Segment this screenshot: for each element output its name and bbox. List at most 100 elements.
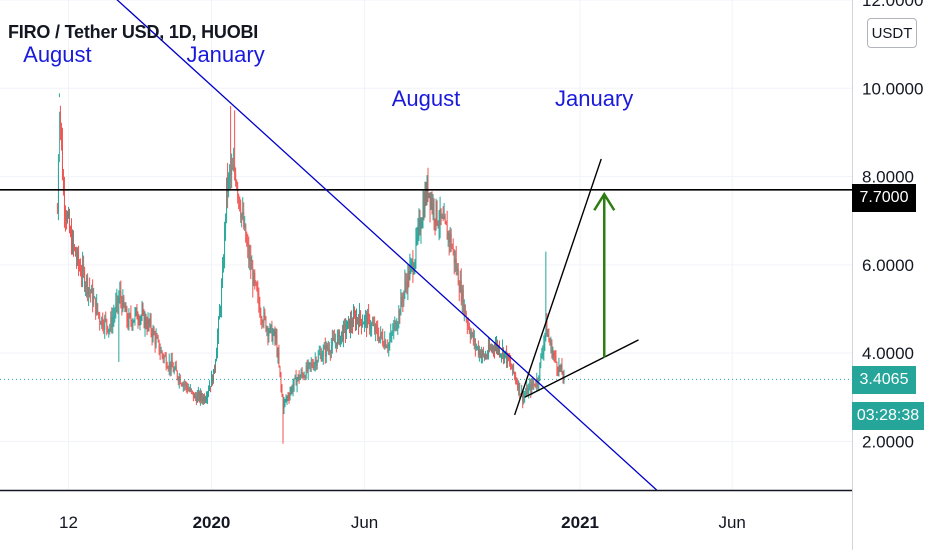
candle-body <box>428 192 430 195</box>
candle-body <box>381 332 383 337</box>
candle-body <box>542 352 544 355</box>
candle-body <box>303 376 305 378</box>
candle-body <box>221 285 223 310</box>
candle-body <box>562 374 564 379</box>
candle-body <box>110 316 112 328</box>
candle-body <box>495 345 496 350</box>
candle-body <box>511 366 513 370</box>
candle-body <box>322 348 324 357</box>
candle-body <box>291 388 293 392</box>
candle-body <box>130 314 132 321</box>
candle-body <box>327 348 329 350</box>
candle-body <box>157 338 159 341</box>
candle-body <box>271 325 273 341</box>
annotation-label: August <box>23 42 92 67</box>
candle-body <box>473 339 475 342</box>
candle-body <box>553 353 555 355</box>
candle-body <box>484 354 485 359</box>
candle-body <box>453 249 455 264</box>
candle-body <box>308 362 310 364</box>
candle-body <box>405 281 407 283</box>
candle-body <box>296 379 298 386</box>
candle-body <box>446 224 448 240</box>
candle-body <box>136 308 138 320</box>
candle-body <box>536 378 538 386</box>
candle-body <box>253 272 255 286</box>
annotation-label: January <box>186 42 264 67</box>
candle-body <box>174 366 176 370</box>
candle-body <box>265 317 267 331</box>
candle-body <box>95 297 97 315</box>
candle-body <box>360 311 361 320</box>
candle-body <box>302 374 304 378</box>
candle-body <box>336 342 337 348</box>
candle-body <box>380 332 382 337</box>
candle-body <box>355 316 356 326</box>
candle-body <box>346 329 347 334</box>
drawings[interactable] <box>0 0 852 491</box>
candle-body <box>123 296 125 306</box>
candle-body <box>552 353 554 357</box>
candle-body <box>471 333 473 335</box>
candle-body <box>563 371 565 379</box>
candle-body <box>502 348 503 355</box>
candle-body <box>494 348 495 350</box>
candle-body <box>559 364 561 369</box>
candle-body <box>324 345 326 357</box>
candle-body <box>515 375 517 381</box>
candle-body <box>549 339 551 345</box>
candle-body <box>259 305 261 317</box>
candle-body <box>201 392 202 399</box>
candle-body <box>273 330 275 335</box>
candle-body <box>513 364 515 373</box>
y-tick-label: 12.0000 <box>862 0 923 10</box>
candle-body <box>180 383 182 385</box>
candle-body <box>364 317 366 324</box>
candle-body <box>421 221 423 228</box>
candle-body <box>468 325 470 333</box>
candle-body <box>114 312 116 316</box>
candle-body <box>433 203 435 220</box>
candle-body <box>93 298 95 305</box>
candle-body <box>404 281 406 292</box>
candle-body <box>294 375 296 379</box>
candle-body <box>268 331 270 337</box>
candle-body <box>344 324 345 325</box>
candle-body <box>131 320 133 326</box>
currency-button[interactable]: USDT <box>867 18 917 48</box>
candle-body <box>99 315 101 323</box>
candle-body <box>445 221 447 225</box>
candle-body <box>550 342 552 345</box>
candle-body <box>415 237 417 261</box>
candle-body <box>556 362 558 370</box>
candle-body <box>351 319 352 326</box>
candle-body <box>219 311 220 320</box>
candle-body <box>270 325 272 326</box>
candle-body <box>85 285 87 288</box>
candle-body <box>124 305 126 312</box>
candle-body <box>312 366 314 369</box>
candle-body <box>61 124 62 141</box>
candle-body <box>419 219 421 232</box>
candle-body <box>194 394 195 399</box>
candle-body <box>77 251 78 261</box>
candle-body <box>233 165 235 170</box>
candle-body <box>506 351 508 363</box>
candle-body <box>141 311 143 317</box>
candle-body <box>500 354 501 356</box>
candle-body <box>437 222 439 226</box>
candle-body <box>189 388 191 391</box>
candle-body <box>244 224 246 228</box>
candle-body <box>167 367 169 369</box>
candle-body <box>160 351 162 353</box>
candle-body <box>106 319 108 327</box>
candle-body <box>366 315 368 329</box>
candle-body <box>276 335 278 356</box>
candle-body <box>72 236 73 252</box>
trendline-wedge-upper <box>513 158 602 416</box>
candle-body <box>325 344 327 357</box>
candle-body <box>342 331 343 341</box>
x-tick-label: 12 <box>59 513 78 532</box>
